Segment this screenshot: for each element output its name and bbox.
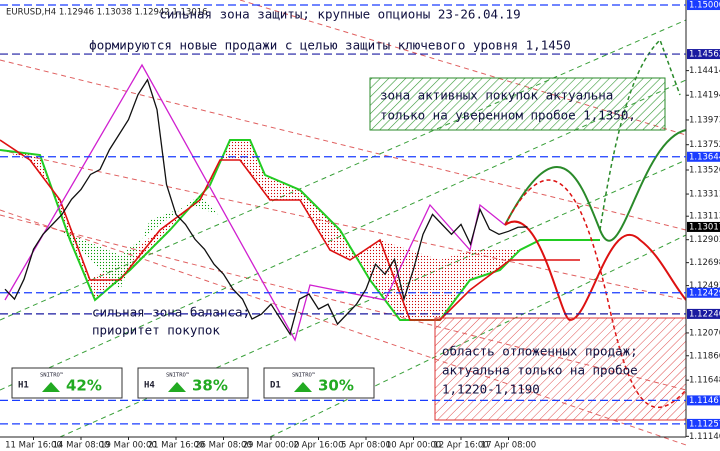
widget-value: 38% — [192, 377, 228, 395]
widget — [137, 367, 249, 399]
x-tick-label: 17 Apr 08:00 — [481, 441, 536, 451]
annotation: сильная зона баланса; — [92, 305, 250, 320]
last-price-box — [687, 221, 720, 232]
widget — [263, 367, 375, 399]
level-label: 1.15000 — [689, 1, 720, 11]
level-label: 1.12429 — [689, 288, 720, 298]
x-tick-label: 26 Mar 08:00 — [195, 441, 252, 451]
widget-arrow — [42, 382, 60, 392]
level-box — [687, 287, 720, 298]
y-tick-label: 1.13526 — [689, 165, 720, 175]
annotation: формируются новые продажи с целью защиты… — [89, 38, 571, 53]
level-box — [687, 308, 720, 319]
widget-brand: SNITRO™ — [292, 372, 315, 379]
y-tick-label: 1.11866 — [689, 351, 720, 361]
x-tick-label: 5 Apr 08:00 — [341, 441, 391, 451]
y-tick-label: 1.13973 — [689, 115, 720, 125]
x-tick-label: 19 Mar 00:00 — [100, 441, 157, 451]
level-box — [687, 418, 720, 429]
widget-value: 42% — [66, 377, 102, 395]
annotation: сильная зона защиты; крупные опционы 23-… — [159, 7, 520, 22]
y-tick-label: 1.12070 — [689, 328, 720, 338]
widget — [11, 367, 123, 399]
x-tick-label: 10 Apr 00:00 — [386, 441, 441, 451]
widget-value: 30% — [318, 377, 354, 395]
widget-arrow — [168, 382, 186, 392]
level-label: 1.14562 — [689, 50, 720, 60]
y-tick-label: 1.12698 — [689, 258, 720, 268]
widget-arrow — [294, 382, 312, 392]
widget-timeframe: H1 — [18, 381, 29, 391]
level-box — [687, 49, 720, 60]
x-tick-label: 2 Apr 16:00 — [293, 441, 343, 451]
y-tick-label: 1.13752 — [689, 140, 720, 150]
level-label: 1.11467 — [689, 396, 720, 406]
x-tick-label: 12 Apr 16:00 — [433, 441, 488, 451]
annotation: область отложенных продаж; — [442, 344, 638, 359]
widget-brand: SNITRO™ — [40, 372, 63, 379]
symbol-header: EURUSD,H4 1.12946 1.13038 1.12942 1.1301… — [6, 8, 208, 18]
y-tick-label: 1.12493 — [689, 281, 720, 291]
level-box — [687, 151, 720, 162]
x-tick-label: 29 Mar 00:00 — [243, 441, 300, 451]
price-line — [4, 78, 528, 336]
y-tick-label: 1.11146 — [689, 432, 720, 442]
annotation: актуальна только на пробое — [442, 363, 638, 378]
annotation: приоритет покупок — [92, 323, 220, 338]
x-tick-label: 21 Mar 16:00 — [148, 441, 205, 451]
widget-brand: SNITRO™ — [166, 372, 189, 379]
annotation: зона активных покупок актуальна — [380, 88, 613, 103]
level-box — [687, 395, 720, 406]
level-label: 1.13644 — [689, 152, 720, 162]
level-box — [687, 0, 720, 11]
y-tick-label: 1.14414 — [689, 66, 720, 76]
y-tick-label: 1.12903 — [689, 235, 720, 245]
level-label: 1.11257 — [689, 419, 720, 429]
annotation: 1,1220-1,1190 — [442, 382, 540, 397]
last-price-label: 1.13017 — [689, 222, 720, 232]
widget-timeframe: D1 — [270, 381, 281, 391]
y-tick-label: 1.11648 — [689, 376, 720, 386]
widget-timeframe: H4 — [144, 381, 155, 391]
y-tick-label: 1.14194 — [689, 91, 720, 101]
x-tick-label: 14 Mar 08:00 — [53, 441, 110, 451]
level-label: 1.12240 — [689, 309, 720, 319]
annotation: только на уверенном пробое 1,1350, — [380, 108, 636, 123]
x-tick-label: 11 Mar 16:00 — [5, 441, 62, 451]
y-tick-label: 1.13113 — [689, 212, 720, 222]
